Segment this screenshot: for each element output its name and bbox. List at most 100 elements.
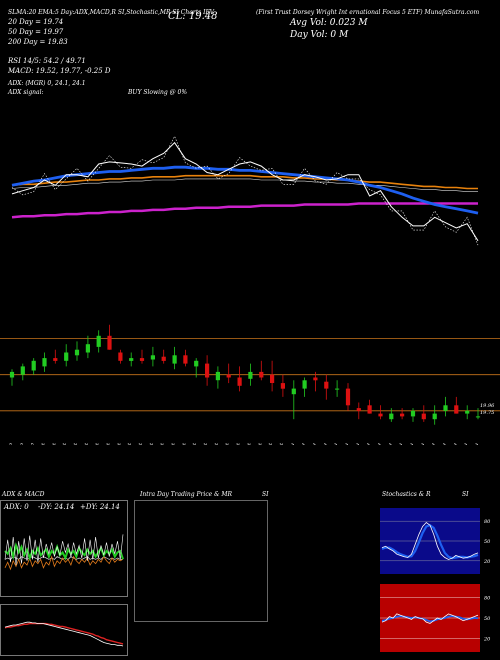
date-tick: 21 Oct — [192, 442, 198, 445]
date-tick: 19 Nov — [420, 443, 426, 445]
intraday-title: Intra Day Trading Price & MR — [140, 491, 233, 498]
date-tick: 13 Nov — [377, 443, 383, 445]
date-tick: 10 Oct — [116, 442, 122, 445]
date-tick: 04 Oct — [73, 442, 79, 445]
candle-body — [194, 360, 199, 367]
candle-body — [400, 413, 405, 417]
date-tick: 25 Nov — [463, 443, 469, 445]
candle-body — [96, 335, 101, 347]
date-tick: 15 Oct — [149, 442, 155, 445]
date-tick: 05 Nov — [311, 443, 317, 445]
candle-body — [410, 410, 416, 417]
date-tick: 08 Nov — [344, 443, 350, 445]
candle-body — [118, 352, 123, 361]
avg-vol-label: Avg Vol: 0.023 M — [290, 18, 368, 28]
date-tick: 29 Oct — [257, 442, 263, 445]
mrsi-tick: 50 — [484, 616, 491, 622]
date-tick: 06 Nov — [322, 443, 328, 445]
ema200-label: 200 Day = 19.83 — [8, 38, 68, 46]
candle-body — [139, 358, 145, 361]
ema50-label: 50 Day = 19.97 — [8, 28, 64, 36]
ema50-line — [11, 174, 478, 190]
candle-body — [20, 366, 25, 375]
stoch-k-line — [381, 521, 479, 560]
stoch-tick: 80 — [484, 519, 491, 525]
date-tick: 15 Nov — [398, 443, 404, 445]
candle-body — [280, 383, 285, 389]
stochastics-panel: 80 50 20 — [380, 508, 491, 574]
level-label: 19.75 — [480, 410, 494, 416]
intraday-panel — [134, 500, 268, 622]
date-tick: 18 Nov — [409, 443, 415, 445]
candle-body — [74, 349, 80, 356]
date-tick: 11 Nov — [355, 443, 361, 445]
date-tick: 23 Oct — [214, 442, 220, 445]
candle-body — [324, 381, 329, 389]
date-tick: 09 Oct — [106, 442, 112, 445]
ema20-line — [11, 165, 479, 215]
candle-body — [432, 413, 437, 420]
candle-body — [475, 416, 481, 418]
date-tick: 22 Oct — [203, 442, 209, 445]
date-tick: 12 Nov — [366, 443, 372, 445]
candle-body — [85, 344, 90, 353]
candle-body — [443, 405, 448, 411]
rsi-line — [381, 613, 479, 624]
close-price-label: CL: 19.48 — [168, 11, 218, 22]
date-tick: 08 Oct — [95, 442, 101, 445]
price-line — [11, 141, 479, 242]
candle-body — [270, 374, 275, 383]
candle-body — [107, 335, 112, 350]
adx-signal-value: BUY Slowing @ 0% — [128, 89, 188, 96]
candle-body — [302, 380, 307, 389]
candle-body — [172, 355, 177, 364]
candle-body — [237, 377, 242, 386]
candle-body — [345, 388, 351, 406]
date-tick: 03 Oct — [62, 442, 68, 445]
candle-body — [259, 371, 264, 378]
candle-body — [129, 358, 134, 361]
ticker-name: (First Trust Dorsey Wright Int ernationa… — [256, 9, 480, 16]
candle-body — [313, 377, 318, 381]
date-tick: 17 Oct — [171, 442, 177, 445]
date-tick: 26 Sep — [8, 442, 14, 445]
candle-body — [205, 363, 210, 378]
date-tick: 14 Oct — [138, 442, 144, 445]
macd-panel — [0, 604, 128, 656]
macd-signal-line — [4, 622, 124, 645]
stoch-tick: 20 — [483, 559, 491, 565]
date-tick: 25 Oct — [236, 442, 242, 445]
candle-body — [215, 371, 220, 381]
mrsi-tick: 20 — [483, 636, 491, 642]
date-tick: 16 Oct — [160, 442, 166, 445]
candle-body — [389, 413, 394, 420]
dx-line — [4, 534, 124, 566]
date-tick: 14 Nov — [387, 443, 393, 445]
date-tick: 01 Oct — [41, 442, 47, 445]
di-minus-line — [4, 555, 124, 571]
stoch-si-title: SI — [462, 491, 469, 498]
date-tick: 21 Nov — [442, 443, 448, 445]
adx-readout-di-plus: +DY: 24.14 — [80, 503, 120, 511]
date-tick: 27 Sep — [19, 442, 25, 445]
ema200-line — [11, 202, 478, 219]
price-dotted-line — [11, 135, 479, 246]
adx-panel — [0, 500, 128, 597]
date-tick: 26 Nov — [474, 443, 480, 445]
candle-body — [183, 355, 188, 364]
candle-body — [9, 371, 15, 378]
intraday-si-title: SI — [262, 491, 269, 498]
candle-body — [226, 374, 231, 378]
adx-signal-label: ADX signal: — [8, 89, 44, 96]
mrsi-panel: 80 50 20 — [380, 584, 491, 652]
candle-body — [421, 413, 426, 420]
candle-body — [378, 413, 383, 417]
date-tick: 18 Oct — [181, 442, 187, 445]
date-tick: 30 Sep — [30, 442, 36, 445]
candle-body — [454, 405, 459, 414]
date-tick: 02 Oct — [51, 442, 57, 445]
date-tick: 31 Oct — [279, 442, 285, 445]
candle-body — [335, 388, 340, 390]
candle-body — [367, 405, 372, 414]
